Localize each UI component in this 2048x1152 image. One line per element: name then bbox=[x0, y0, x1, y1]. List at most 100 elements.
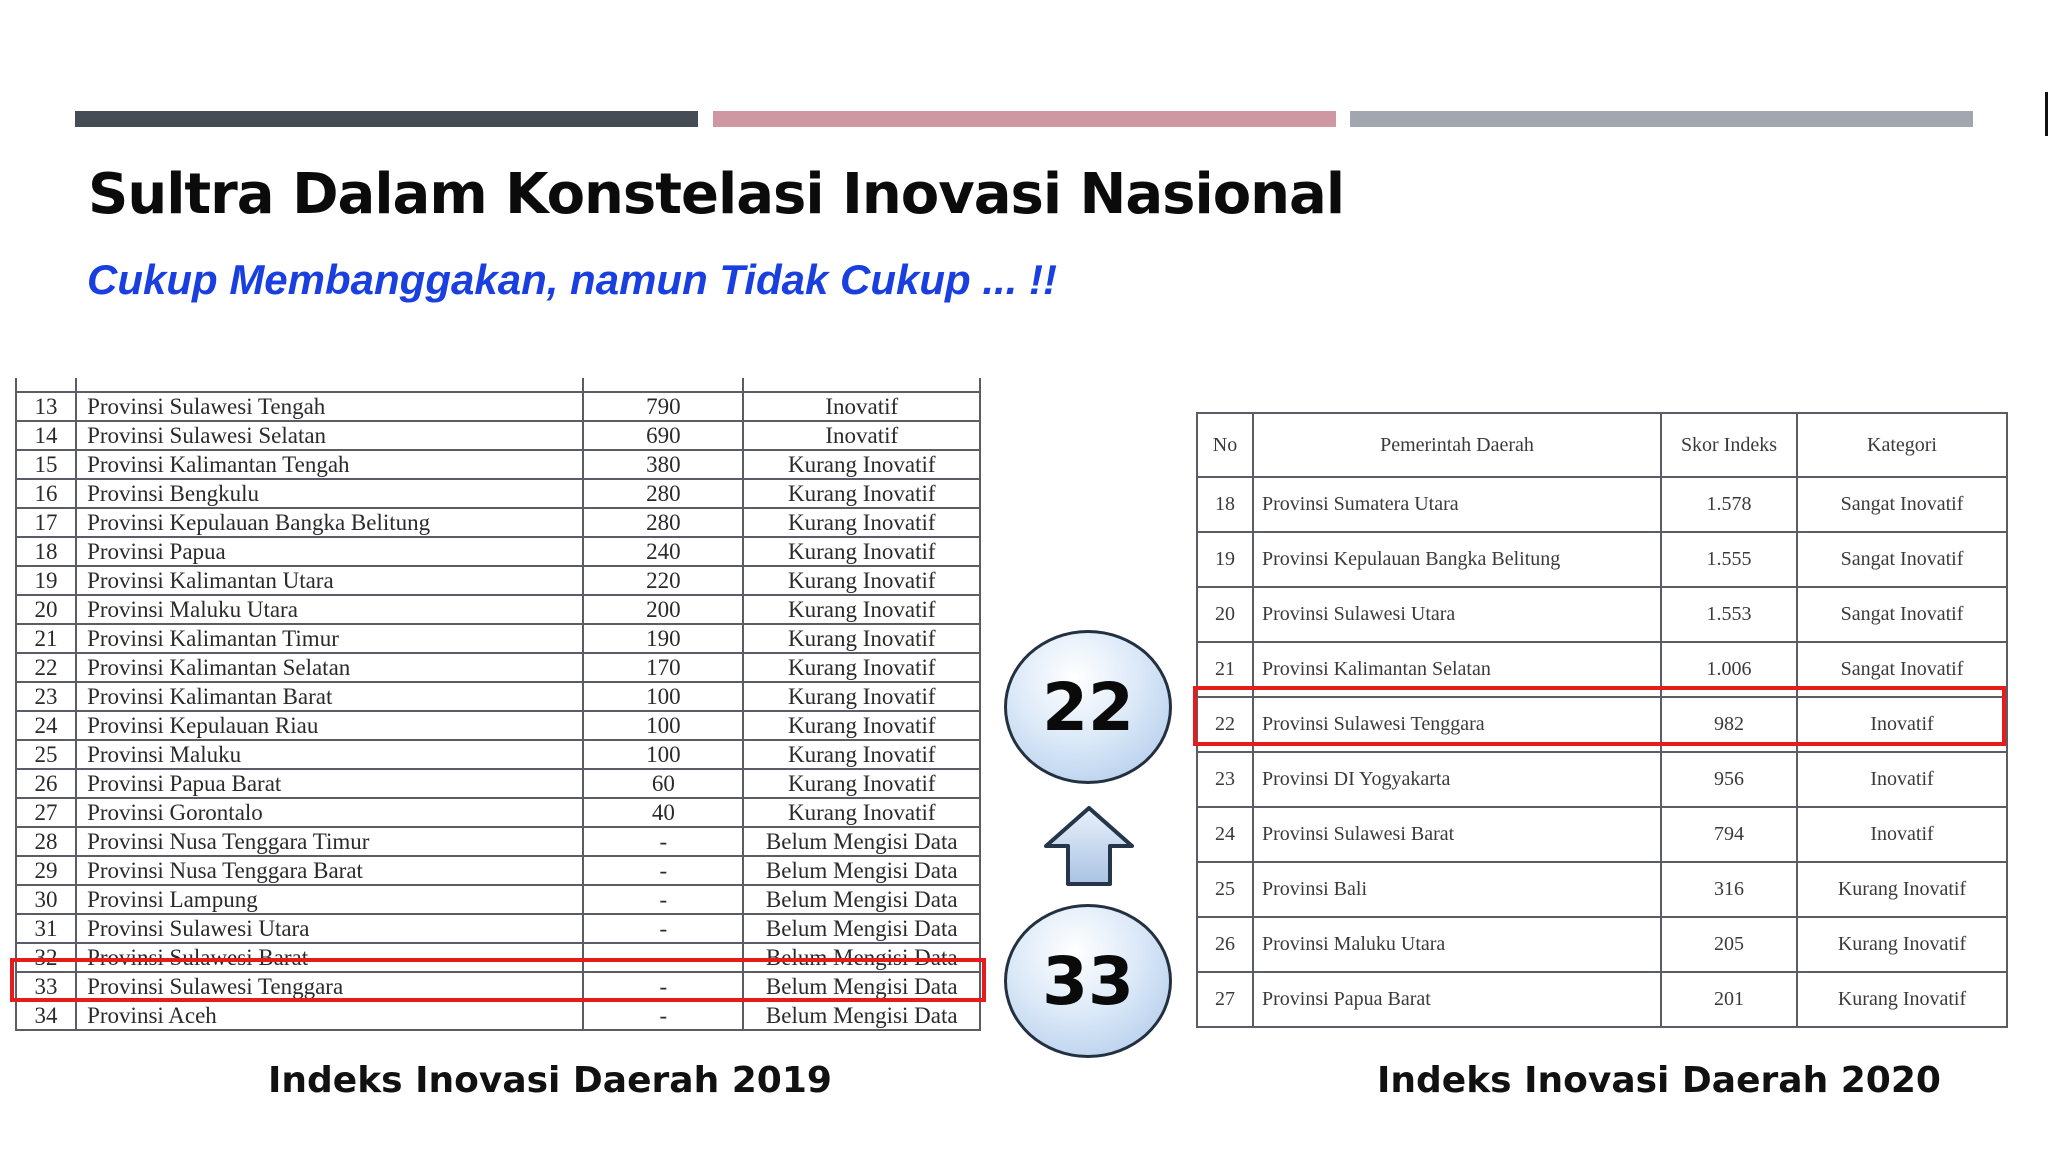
cell-score: 40 bbox=[582, 797, 745, 828]
cell-no: 16 bbox=[14, 478, 78, 509]
cell-name: Provinsi Nusa Tenggara Barat bbox=[75, 855, 585, 886]
table-row: 17 Provinsi Kepulauan Bangka Belitung 280 K… bbox=[14, 507, 981, 538]
cell-name: Provinsi DI Yogyakarta bbox=[1252, 751, 1662, 808]
cell-no: 27 bbox=[1196, 971, 1254, 1028]
cell-category: Belum Mengisi Data bbox=[742, 884, 981, 915]
cell-name: Provinsi Kalimantan Selatan bbox=[75, 652, 585, 683]
cell-no: 30 bbox=[14, 884, 78, 915]
cell-name: Provinsi Sulawesi Tengah bbox=[75, 391, 585, 422]
cell-name: Provinsi Maluku Utara bbox=[75, 594, 585, 625]
cell-category: Kurang Inovatif bbox=[742, 449, 981, 480]
table-row: 23 Provinsi DI Yogyakarta 956 Inovatif bbox=[1196, 751, 2008, 808]
cell-no: 13 bbox=[14, 391, 78, 422]
up-arrow-icon bbox=[1044, 806, 1134, 886]
table-row: 24 Provinsi Sulawesi Barat 794 Inovatif bbox=[1196, 806, 2008, 863]
table-row: 13 Provinsi Sulawesi Tengah 790 Inovatif bbox=[14, 391, 981, 422]
highlight-box-2019 bbox=[10, 958, 986, 1002]
table-2020: No Pemerintah Daerah Skor Indeks Kategor… bbox=[1196, 412, 2008, 1028]
table-row-highlighted: 33 Provinsi Sulawesi Tenggara - Belum Mengi… bbox=[14, 971, 981, 1002]
cell-score: 190 bbox=[582, 623, 745, 654]
cell-category: Sangat Inovatif bbox=[1796, 586, 2008, 643]
table-row: 25 Provinsi Maluku 100 Kurang Inovatif bbox=[14, 739, 981, 770]
cell-score: 100 bbox=[582, 739, 745, 770]
table-row: 26 Provinsi Maluku Utara 205 Kurang Inovati… bbox=[1196, 916, 2008, 973]
cell-score: 60 bbox=[582, 768, 745, 799]
cell-no: 21 bbox=[14, 623, 78, 654]
cell-category: Sangat Inovatif bbox=[1796, 531, 2008, 588]
cell-score: 280 bbox=[582, 478, 745, 509]
cell-category: Belum Mengisi Data bbox=[742, 826, 981, 857]
cell-score: 240 bbox=[582, 536, 745, 567]
table-row: 19 Provinsi Kalimantan Utara 220 Kurang Ino… bbox=[14, 565, 981, 596]
cell-score: 100 bbox=[582, 681, 745, 712]
header-score: Skor Indeks bbox=[1660, 412, 1798, 478]
cell-no: 15 bbox=[14, 449, 78, 480]
cell-name: Provinsi Bali bbox=[1252, 861, 1662, 918]
cell-name: Provinsi Maluku bbox=[75, 739, 585, 770]
highlight-box-2020 bbox=[1193, 686, 2006, 746]
cell-no: 28 bbox=[14, 826, 78, 857]
cell-category: Kurang Inovatif bbox=[742, 768, 981, 799]
caption-2020: Indeks Inovasi Daerah 2020 bbox=[1377, 1060, 1941, 1101]
cell-score: 1.578 bbox=[1660, 476, 1798, 533]
slide-subtitle: Cukup Membanggakan, namun Tidak Cukup ..… bbox=[87, 256, 1057, 303]
cell-category: Kurang Inovatif bbox=[742, 623, 981, 654]
cell-score: 100 bbox=[582, 710, 745, 741]
cell-category: Inovatif bbox=[1796, 751, 2008, 808]
cell-name: Provinsi Sulawesi Barat bbox=[75, 942, 585, 973]
cell-no: 26 bbox=[1196, 916, 1254, 973]
cell-no: 23 bbox=[1196, 751, 1254, 808]
cell-no: 14 bbox=[14, 420, 78, 451]
cell-category: Kurang Inovatif bbox=[742, 681, 981, 712]
cell-score: 380 bbox=[582, 449, 745, 480]
cell-name: Provinsi Sulawesi Selatan bbox=[75, 420, 585, 451]
cell-category: Kurang Inovatif bbox=[742, 652, 981, 683]
table-row: 18 Provinsi Sumatera Utara 1.578 Sangat Ino… bbox=[1196, 476, 2008, 533]
cell-score: - bbox=[582, 942, 745, 973]
table-row: 30 Provinsi Lampung - Belum Mengisi Data bbox=[14, 884, 981, 915]
cell-score: 200 bbox=[582, 594, 745, 625]
decor-bar-pink bbox=[713, 111, 1336, 127]
cell-score: - bbox=[582, 826, 745, 857]
cell-no: 31 bbox=[14, 913, 78, 944]
cell-no: 34 bbox=[14, 1000, 78, 1031]
cell-name: Provinsi Gorontalo bbox=[75, 797, 585, 828]
cell-no: 25 bbox=[14, 739, 78, 770]
table-row: 15 Provinsi Kalimantan Tengah 380 Kurang In… bbox=[14, 449, 981, 480]
cell-score: 205 bbox=[1660, 916, 1798, 973]
cell-no: 19 bbox=[1196, 531, 1254, 588]
cell-name: Provinsi Lampung bbox=[75, 884, 585, 915]
cell-category: Belum Mengisi Data bbox=[742, 942, 981, 973]
table-row: 27 Provinsi Gorontalo 40 Kurang Inovatif bbox=[14, 797, 981, 828]
cell-category: Kurang Inovatif bbox=[742, 536, 981, 567]
cell-score: 956 bbox=[1660, 751, 1798, 808]
table-header-row: No Pemerintah Daerah Skor Indeks Kategor… bbox=[1196, 412, 2008, 478]
table-row: 20 Provinsi Sulawesi Utara 1.553 Sangat Ino… bbox=[1196, 586, 2008, 643]
caption-2019: Indeks Inovasi Daerah 2019 bbox=[268, 1060, 832, 1101]
cell-name: Provinsi Bengkulu bbox=[75, 478, 585, 509]
cell-no: 29 bbox=[14, 855, 78, 886]
cell-category: Kurang Inovatif bbox=[742, 478, 981, 509]
cell-category: Kurang Inovatif bbox=[742, 594, 981, 625]
header-category: Kategori bbox=[1796, 412, 2008, 478]
cell-category: Kurang Inovatif bbox=[742, 507, 981, 538]
cell-name: Provinsi Sulawesi Utara bbox=[75, 913, 585, 944]
cell-name: Provinsi Sulawesi Barat bbox=[1252, 806, 1662, 863]
cell-score: - bbox=[582, 884, 745, 915]
table-row: 23 Provinsi Kalimantan Barat 100 Kurang Ino… bbox=[14, 681, 981, 712]
table-row: 28 Provinsi Nusa Tenggara Timur - Belum Men… bbox=[14, 826, 981, 857]
cell-no: 20 bbox=[14, 594, 78, 625]
cell-category: Inovatif bbox=[1796, 806, 2008, 863]
cell-no: 25 bbox=[1196, 861, 1254, 918]
rank-2019-value: 33 bbox=[1042, 942, 1134, 1020]
rank-2020-bubble: 22 bbox=[1004, 630, 1172, 784]
cell-category: Sangat Inovatif bbox=[1796, 476, 2008, 533]
cell-category: Kurang Inovatif bbox=[742, 797, 981, 828]
cell-name: Provinsi Kepulauan Riau bbox=[75, 710, 585, 741]
cell-score: 280 bbox=[582, 507, 745, 538]
cell-no: 32 bbox=[14, 942, 78, 973]
table-row: 16 Provinsi Bengkulu 280 Kurang Inovatif bbox=[14, 478, 981, 509]
cell-category: Belum Mengisi Data bbox=[742, 1000, 981, 1031]
cell-category: Belum Mengisi Data bbox=[742, 855, 981, 886]
cell-score: 1.553 bbox=[1660, 586, 1798, 643]
